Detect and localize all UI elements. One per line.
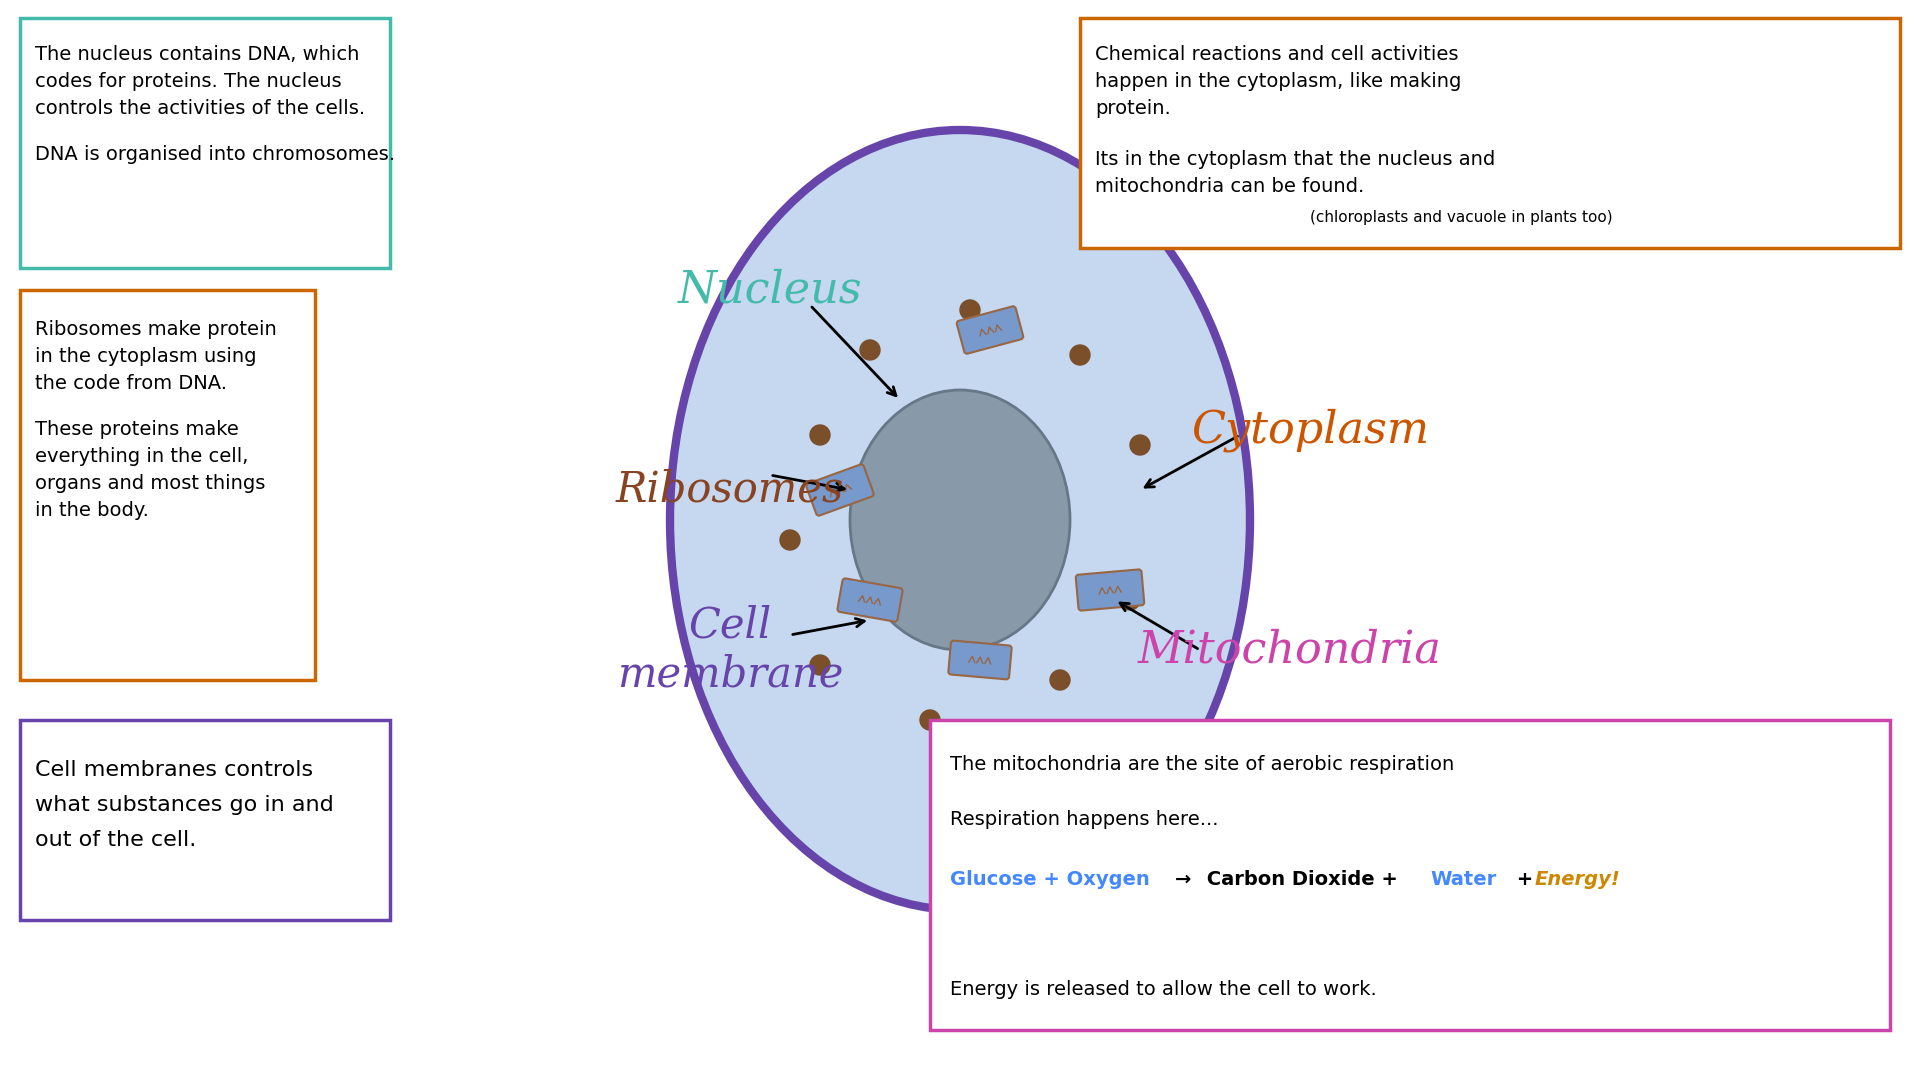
Text: in the cytoplasm using: in the cytoplasm using: [35, 347, 257, 366]
Bar: [19, 291, 315, 680]
Text: Mitochondria: Mitochondria: [1139, 629, 1442, 672]
Circle shape: [960, 300, 979, 320]
FancyBboxPatch shape: [956, 307, 1023, 354]
Text: Energy is released to allow the cell to work.: Energy is released to allow the cell to …: [950, 980, 1377, 999]
Text: controls the activities of the cells.: controls the activities of the cells.: [35, 99, 365, 118]
Text: the code from DNA.: the code from DNA.: [35, 374, 227, 393]
Bar: [19, 18, 390, 268]
Circle shape: [1119, 590, 1140, 610]
Text: Cell membranes controls: Cell membranes controls: [35, 760, 313, 780]
Text: Carbon Dioxide +: Carbon Dioxide +: [1200, 870, 1405, 889]
FancyBboxPatch shape: [1075, 569, 1144, 610]
Text: The mitochondria are the site of aerobic respiration: The mitochondria are the site of aerobic…: [950, 755, 1453, 774]
Ellipse shape: [670, 130, 1250, 910]
Text: The nucleus contains DNA, which: The nucleus contains DNA, which: [35, 45, 359, 64]
Ellipse shape: [851, 390, 1069, 650]
Text: happen in the cytoplasm, like making: happen in the cytoplasm, like making: [1094, 72, 1461, 91]
Text: →: →: [1175, 870, 1192, 889]
Text: Ribosomes: Ribosomes: [616, 469, 845, 511]
Bar: [19, 720, 390, 920]
Circle shape: [810, 426, 829, 445]
Circle shape: [1050, 670, 1069, 690]
Text: These proteins make: These proteins make: [35, 420, 238, 438]
Text: codes for proteins. The nucleus: codes for proteins. The nucleus: [35, 72, 342, 91]
Text: protein.: protein.: [1094, 99, 1171, 118]
Circle shape: [1069, 345, 1091, 365]
Text: Energy!: Energy!: [1534, 870, 1620, 889]
Text: Cell
membrane: Cell membrane: [616, 605, 843, 696]
Bar: [929, 720, 1889, 1030]
Text: Ribosomes make protein: Ribosomes make protein: [35, 320, 276, 339]
Text: DNA is organised into chromosomes.: DNA is organised into chromosomes.: [35, 145, 396, 164]
Circle shape: [810, 654, 829, 675]
Text: mitochondria can be found.: mitochondria can be found.: [1094, 177, 1365, 195]
Text: everything in the cell,: everything in the cell,: [35, 447, 248, 465]
Text: Nucleus: Nucleus: [678, 269, 862, 312]
Text: out of the cell.: out of the cell.: [35, 831, 196, 850]
FancyBboxPatch shape: [837, 579, 902, 622]
Text: Water: Water: [1430, 870, 1496, 889]
Text: +: +: [1509, 870, 1540, 889]
Circle shape: [860, 340, 879, 360]
Text: Cytoplasm: Cytoplasm: [1190, 408, 1428, 451]
Text: Glucose + Oxygen: Glucose + Oxygen: [950, 870, 1150, 889]
Text: Its in the cytoplasm that the nucleus and: Its in the cytoplasm that the nucleus an…: [1094, 150, 1496, 168]
Text: in the body.: in the body.: [35, 501, 150, 519]
Text: (chloroplasts and vacuole in plants too): (chloroplasts and vacuole in plants too): [1309, 210, 1613, 225]
Text: Respiration happens here...: Respiration happens here...: [950, 810, 1219, 829]
FancyBboxPatch shape: [948, 640, 1012, 679]
Text: organs and most things: organs and most things: [35, 474, 265, 492]
Text: what substances go in and: what substances go in and: [35, 795, 334, 815]
Circle shape: [920, 710, 941, 730]
FancyBboxPatch shape: [806, 464, 874, 515]
Circle shape: [780, 530, 801, 550]
Bar: [1079, 18, 1901, 248]
Text: Chemical reactions and cell activities: Chemical reactions and cell activities: [1094, 45, 1459, 64]
Circle shape: [1131, 435, 1150, 455]
